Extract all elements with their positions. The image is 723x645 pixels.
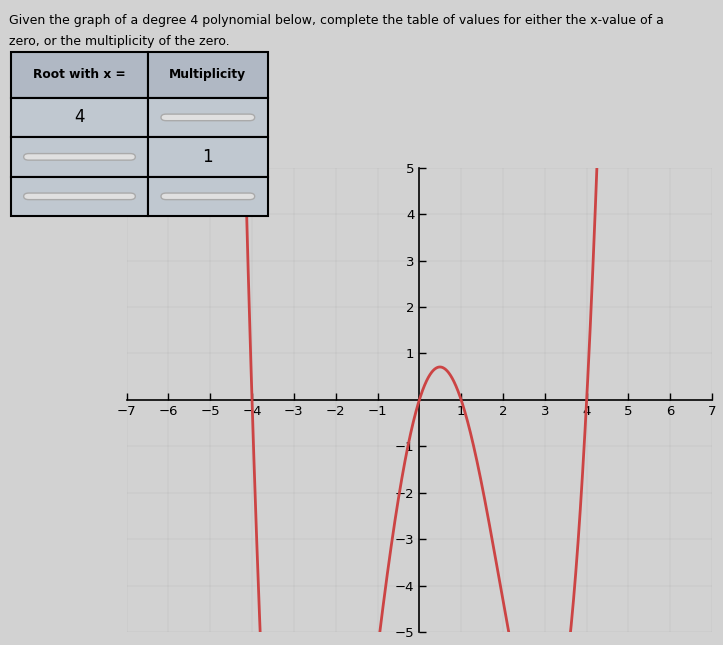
Bar [11, 137, 148, 177]
Text: 4: 4 [74, 108, 85, 126]
Bar [11, 52, 148, 97]
FancyBboxPatch shape [161, 193, 254, 200]
FancyBboxPatch shape [24, 193, 135, 200]
Text: Given the graph of a degree 4 polynomial below, complete the table of values for: Given the graph of a degree 4 polynomial… [9, 14, 664, 27]
Bar [11, 97, 148, 137]
Text: Multiplicity: Multiplicity [169, 68, 247, 81]
Bar [148, 137, 268, 177]
Bar [148, 97, 268, 137]
FancyBboxPatch shape [24, 154, 135, 160]
Bar [148, 52, 268, 97]
Bar [11, 177, 148, 216]
Text: zero, or the multiplicity of the zero.: zero, or the multiplicity of the zero. [9, 35, 229, 48]
Text: Root with x =: Root with x = [33, 68, 126, 81]
Text: 1: 1 [202, 148, 213, 166]
FancyBboxPatch shape [161, 114, 254, 121]
Bar [148, 177, 268, 216]
